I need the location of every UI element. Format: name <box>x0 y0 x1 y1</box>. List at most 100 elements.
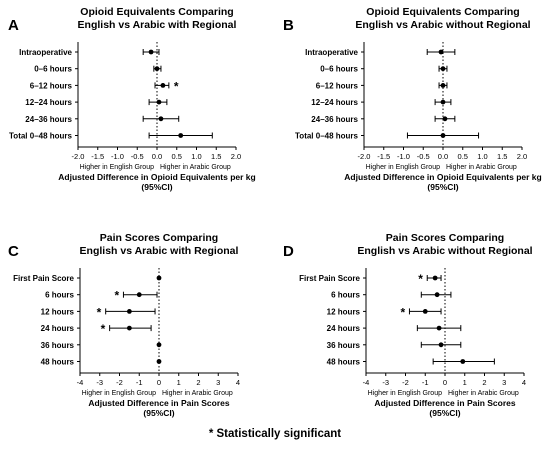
panel-a-row-label: 0–6 hours <box>34 65 72 74</box>
panel-c-row-label: 24 hours <box>41 324 75 333</box>
panel-c-estimate-point <box>136 292 142 298</box>
panel-d-estimate-point <box>436 325 442 331</box>
panel-b-title-line: English vs Arabic without Regional <box>355 19 530 31</box>
panel-a-row-label: 12–24 hours <box>25 98 72 107</box>
panel-c-x-tick-label: 1 <box>177 378 181 387</box>
panel-d-estimate-point <box>434 292 440 298</box>
panel-a-estimate-point <box>154 66 160 72</box>
panel-a-x-axis-label: Adjusted Difference in Opioid Equivalent… <box>58 172 255 182</box>
panel-d-x-tick-label: -3 <box>382 378 389 387</box>
panel-d-x-axis-label: (95%CI) <box>429 408 460 418</box>
panel-a-row-label: 6–12 hours <box>30 81 73 90</box>
panel-a-x-tick-label: -1.0 <box>111 152 124 161</box>
panel-d-x-axis-label: Adjusted Difference in Pain Scores <box>374 398 516 408</box>
panel-b-estimate-point <box>442 116 448 122</box>
panel-b-row-label: 12–24 hours <box>311 98 358 107</box>
panel-b-x-tick-label: 1.5 <box>497 152 507 161</box>
panel-d-x-tick-label: 2 <box>482 378 486 387</box>
panel-b-x-tick-label: -1.5 <box>377 152 390 161</box>
panel-d-estimate-point <box>432 275 438 281</box>
panel-a-estimate-point <box>160 83 166 88</box>
panel-a-x-tick-label: -2.0 <box>72 152 85 161</box>
panel-b-x-axis-label: (95%CI) <box>427 182 458 192</box>
panel-c-x-tick-label: 0 <box>157 378 161 387</box>
panel-a-direction-label-left: Higher in English Group <box>80 164 154 171</box>
panel-c-x-tick-label: -3 <box>96 378 103 387</box>
panel-d-row-label: 36 hours <box>327 341 361 350</box>
panel-c-significance-star: * <box>97 305 102 319</box>
panel-d-x-tick-label: -1 <box>422 378 429 387</box>
panel-c-x-tick-label: -1 <box>136 378 143 387</box>
panel-b-estimate-point <box>440 66 446 72</box>
panel-a-estimate-point <box>156 99 162 105</box>
panel-a-estimate-point <box>178 133 184 138</box>
panel-b-x-tick-label: -1.0 <box>397 152 410 161</box>
panel-c-estimate-point <box>156 342 162 348</box>
panel-d-estimate-point <box>422 309 428 314</box>
panel-b-row-label: 0–6 hours <box>320 65 358 74</box>
panel-a-letter: A <box>8 17 19 34</box>
panel-c-direction-label-left: Higher in English Group <box>82 390 156 397</box>
panel-d-x-tick-label: -2 <box>402 378 409 387</box>
panel-c-row-label: 12 hours <box>41 307 75 316</box>
panel-a-title-line: Opioid Equivalents Comparing <box>80 6 233 18</box>
panel-c-x-tick-label: 3 <box>216 378 220 387</box>
panel-c-x-axis-label: (95%CI) <box>143 408 174 418</box>
panel-c-x-tick-label: -2 <box>116 378 123 387</box>
panel-b-row-label: 6–12 hours <box>316 81 359 90</box>
panel-d-direction-label-left: Higher in English Group <box>368 390 442 397</box>
significance-footnote: * Statistically significant <box>208 428 342 440</box>
panel-c-title-line: English vs Arabic with Regional <box>80 245 239 257</box>
panel-c-x-tick-label: 4 <box>236 378 240 387</box>
panel-c-x-tick-label: 2 <box>196 378 200 387</box>
panel-c-x-tick-label: -4 <box>77 378 84 387</box>
panel-d-x-tick-label: 4 <box>522 378 526 387</box>
panel-a-x-tick-label: 1.0 <box>191 152 201 161</box>
panel-c-row-label: 36 hours <box>41 341 75 350</box>
panel-a-x-tick-label: 0.0 <box>152 152 162 161</box>
panel-c-row-label: First Pain Score <box>13 274 74 283</box>
panel-c-estimate-point <box>126 325 132 331</box>
panel-d-significance-star: * <box>400 305 405 319</box>
panel-d-x-tick-label: 1 <box>463 378 467 387</box>
panel-a-title-line: English vs Arabic with Regional <box>78 19 237 31</box>
panel-d-significance-star: * <box>418 272 423 286</box>
panel-c-title-line: Pain Scores Comparing <box>100 232 218 244</box>
panel-d-title-line: Pain Scores Comparing <box>386 232 504 244</box>
panel-d-estimate-point <box>438 342 444 348</box>
panel-b-x-tick-label: 2.0 <box>517 152 527 161</box>
panel-b-row-label: 24–36 hours <box>311 115 358 124</box>
panel-d-row-label: 12 hours <box>327 307 361 316</box>
panel-b-x-tick-label: -0.5 <box>417 152 430 161</box>
panel-d-row-label: 6 hours <box>331 291 360 300</box>
panel-a-x-tick-label: 0.5 <box>172 152 182 161</box>
panel-d-row-label: 24 hours <box>327 324 361 333</box>
panel-b-title-line: Opioid Equivalents Comparing <box>366 6 519 18</box>
panel-b-direction-label-right: Higher in Arabic Group <box>446 164 517 171</box>
panel-b-estimate-point <box>440 83 446 88</box>
panel-a-x-tick-label: 1.5 <box>211 152 221 161</box>
panel-a-row-label: 24–36 hours <box>25 115 72 124</box>
panel-b-direction-label-left: Higher in English Group <box>366 164 440 171</box>
panel-a-direction-label-right: Higher in Arabic Group <box>160 164 231 171</box>
panel-a-x-tick-label: 2.0 <box>231 152 241 161</box>
panel-b-x-tick-label: 0.5 <box>458 152 468 161</box>
panel-a-significance-star: * <box>174 79 179 93</box>
panel-a-estimate-point <box>158 116 164 122</box>
panel-b-row-label: Total 0–48 hours <box>295 132 359 141</box>
panel-d-row-label: 48 hours <box>327 358 361 367</box>
panel-a-row-label: Intraoperative <box>19 48 72 57</box>
panel-b-estimate-point <box>440 133 446 138</box>
panel-a-x-axis-label: (95%CI) <box>141 182 172 192</box>
panel-c-estimate-point <box>126 309 132 314</box>
panel-a-x-tick-label: -1.5 <box>91 152 104 161</box>
panel-b-row-label: Intraoperative <box>305 48 358 57</box>
panel-d-letter: D <box>283 243 294 260</box>
panel-c-significance-star: * <box>101 322 106 336</box>
panel-c-row-label: 6 hours <box>45 291 74 300</box>
panel-c-direction-label-right: Higher in Arabic Group <box>162 390 233 397</box>
panel-d-x-tick-label: -4 <box>363 378 370 387</box>
panel-b-estimate-point <box>438 49 444 55</box>
panel-d-x-tick-label: 3 <box>502 378 506 387</box>
